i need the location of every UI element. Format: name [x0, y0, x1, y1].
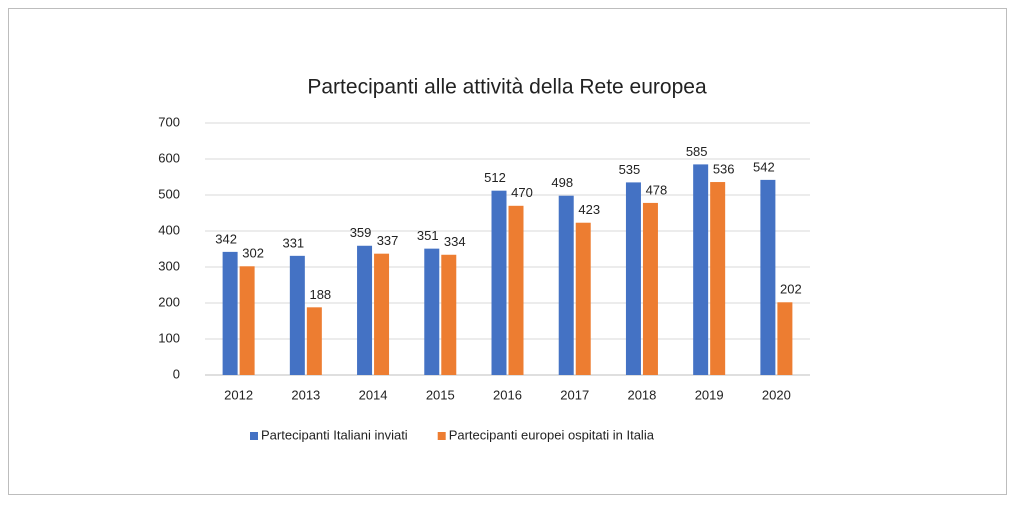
x-tick-label: 2012 — [224, 387, 253, 402]
data-label: 202 — [780, 282, 802, 297]
bar — [760, 179, 776, 375]
x-tick-label: 2020 — [762, 387, 791, 402]
data-label: 542 — [753, 159, 775, 174]
data-label: 498 — [551, 175, 573, 190]
y-tick-label: 300 — [158, 258, 180, 273]
bar — [642, 202, 658, 375]
x-tick-label: 2017 — [560, 387, 589, 402]
x-tick-label: 2016 — [493, 387, 522, 402]
bar — [441, 254, 457, 375]
data-label: 331 — [282, 235, 304, 250]
x-tick-label: 2013 — [291, 387, 320, 402]
y-tick-label: 0 — [173, 366, 180, 381]
data-label: 342 — [215, 231, 237, 246]
bar — [357, 245, 373, 375]
bar — [625, 182, 641, 375]
y-tick-label: 700 — [158, 114, 180, 129]
legend-swatch — [250, 432, 258, 440]
data-label: 423 — [578, 202, 600, 217]
data-label: 470 — [511, 185, 533, 200]
chart-frame — [8, 8, 1007, 495]
data-label: 302 — [242, 246, 264, 261]
bar — [424, 248, 440, 375]
data-label: 351 — [417, 228, 439, 243]
x-tick-label: 2014 — [359, 387, 388, 402]
y-tick-label: 200 — [158, 294, 180, 309]
bar — [508, 205, 524, 375]
data-label: 359 — [350, 225, 372, 240]
bar — [777, 302, 793, 375]
data-label: 512 — [484, 170, 506, 185]
bar — [306, 307, 322, 375]
bar — [374, 253, 390, 375]
data-label: 337 — [377, 233, 399, 248]
bar — [289, 255, 305, 375]
bar — [710, 182, 726, 375]
data-label: 188 — [309, 287, 331, 302]
y-tick-label: 100 — [158, 330, 180, 345]
y-tick-label: 600 — [158, 150, 180, 165]
bar — [558, 195, 574, 375]
bar — [222, 251, 238, 375]
bar — [239, 266, 255, 375]
x-tick-label: 2018 — [627, 387, 656, 402]
legend-label: Partecipanti Italiani inviati — [261, 427, 408, 442]
x-tick-label: 2019 — [695, 387, 724, 402]
data-label: 334 — [444, 234, 466, 249]
bar — [491, 190, 507, 375]
x-tick-label: 2015 — [426, 387, 455, 402]
data-label: 478 — [646, 182, 668, 197]
legend-label: Partecipanti europei ospitati in Italia — [449, 427, 655, 442]
y-tick-label: 400 — [158, 222, 180, 237]
chart-title: Partecipanti alle attività della Rete eu… — [307, 76, 707, 99]
bar — [575, 222, 591, 375]
data-label: 536 — [713, 161, 735, 176]
data-label: 535 — [619, 162, 641, 177]
y-tick-label: 500 — [158, 186, 180, 201]
legend-swatch — [437, 432, 446, 440]
data-label: 585 — [686, 144, 708, 159]
bar — [693, 164, 709, 375]
